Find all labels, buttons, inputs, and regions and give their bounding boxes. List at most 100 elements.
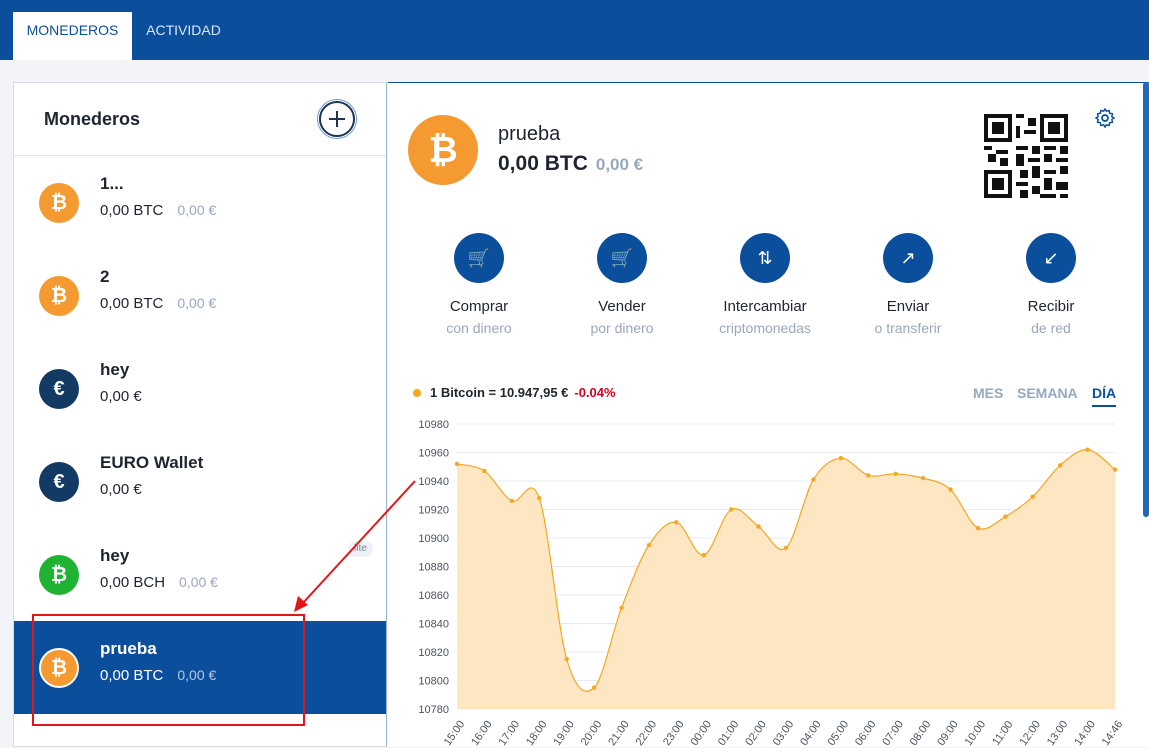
lite-badge: lite <box>348 541 373 557</box>
action-label: Intercambiar <box>723 298 807 315</box>
action-sublabel: criptomonedas <box>719 320 811 336</box>
sell-action[interactable]: 🛒 Vender por dinero <box>552 233 692 336</box>
price-legend: 1 Bitcoin = 10.947,95 € -0.04% <box>430 385 616 400</box>
data-point <box>1085 447 1090 452</box>
data-point <box>920 475 926 481</box>
data-point <box>564 656 569 662</box>
data-point <box>975 525 981 531</box>
tab-actividad[interactable]: ACTIVIDAD <box>146 22 221 38</box>
x-tick-label: 00:00 <box>688 719 714 748</box>
x-tick-label: 14:00 <box>1072 719 1098 748</box>
wallet-fiat: 0,00 € <box>177 667 217 683</box>
receive-arrow-icon[interactable]: ↙ <box>1026 233 1076 283</box>
data-point <box>591 685 597 690</box>
tab-monederos[interactable]: MONEDEROS <box>13 12 132 60</box>
wallet-balance: 0,00 BTC 0,00 € <box>100 295 217 312</box>
wallet-item[interactable]: € hey 0,00 € <box>14 342 386 435</box>
exchange-action[interactable]: ⇅ Intercambiar criptomonedas <box>695 233 835 336</box>
data-point <box>783 545 789 551</box>
data-point <box>509 498 515 504</box>
wallet-item-selected[interactable]: ₿ prueba 0,00 BTC 0,00 € <box>14 621 386 714</box>
wallet-fiat-main: 0,00 € <box>595 155 644 174</box>
send-action[interactable]: ↗ Enviar o transferir <box>838 233 978 336</box>
data-point <box>948 487 953 492</box>
x-tick-label: 23:00 <box>661 719 687 748</box>
action-label: Comprar <box>449 298 509 315</box>
chart-area-fill <box>457 449 1115 709</box>
scrollbar[interactable] <box>1143 82 1149 517</box>
price-change: -0.04% <box>574 385 616 400</box>
action-sublabel: con dinero <box>446 320 512 336</box>
x-tick-label: 18:00 <box>524 719 550 748</box>
wallet-title: prueba <box>498 123 561 145</box>
data-point <box>893 471 898 477</box>
data-point <box>1030 494 1035 499</box>
add-wallet-button[interactable] <box>317 99 357 139</box>
y-tick-label: 10920 <box>418 505 449 517</box>
wallet-sidebar: Monederos ₿ 1... 0,00 BTC 0,00 € ₿ 2 0,00… <box>13 82 387 747</box>
send-arrow-icon[interactable]: ↗ <box>883 233 933 283</box>
y-tick-label: 10980 <box>418 419 449 431</box>
bitcoin-icon: ₿ <box>39 276 79 316</box>
bitcoin-icon: ₿ <box>408 115 478 185</box>
range-dia-button[interactable]: DÍA <box>1092 385 1117 407</box>
action-sublabel: o transferir <box>874 320 942 336</box>
wallet-name: 1... <box>100 174 124 193</box>
data-point <box>756 524 761 529</box>
wallet-fiat: 0,00 € <box>179 574 218 590</box>
data-point <box>674 520 679 525</box>
x-tick-label: 04:00 <box>798 719 824 748</box>
x-tick-label: 10:00 <box>963 719 989 748</box>
price-chart: 10780 10800 10820 10840 10860 10880 10900 10920… <box>418 419 1126 748</box>
wallet-balance: 0,00 € <box>100 481 142 498</box>
wallet-item[interactable]: ₿ 2 0,00 BTC 0,00 € <box>14 249 386 342</box>
y-tick-label: 10840 <box>418 619 449 631</box>
x-tick-label: 22:00 <box>634 719 660 748</box>
x-tick-label: 08:00 <box>908 719 934 748</box>
cart-in-icon[interactable]: 🛒 <box>454 233 504 283</box>
swap-icon[interactable]: ⇅ <box>740 233 790 283</box>
x-tick-label: 15:00 <box>442 719 468 748</box>
cart-out-icon[interactable]: 🛒 <box>597 233 647 283</box>
data-point <box>619 605 624 611</box>
wallet-fiat: 0,00 € <box>177 295 217 311</box>
qr-code-icon[interactable] <box>984 114 1068 198</box>
price-legend-dot <box>413 389 421 397</box>
wallet-balance: 0,00 BTC 0,00 € <box>100 202 217 219</box>
receive-action[interactable]: ↙ Recibir de red <box>981 233 1121 336</box>
buy-action[interactable]: 🛒 Comprar con dinero <box>409 233 549 336</box>
x-tick-label: 02:00 <box>743 719 769 748</box>
wallet-item[interactable]: ₿ hey 0,00 BCH 0,00 € <box>14 528 386 621</box>
x-tick-label: 14:46 <box>1100 719 1126 748</box>
data-point <box>728 507 734 512</box>
action-label: Enviar <box>886 298 930 315</box>
divider <box>14 155 386 156</box>
x-tick-label: 09:00 <box>935 719 961 748</box>
x-tick-label: 06:00 <box>853 719 879 748</box>
wallet-item[interactable]: ₿ 1... 0,00 BTC 0,00 € <box>14 156 386 249</box>
euro-icon: € <box>39 369 79 409</box>
range-semana-button[interactable]: SEMANA <box>1017 385 1078 401</box>
bitcoin-icon: ₿ <box>39 183 79 223</box>
range-mes-button[interactable]: MES <box>973 385 1004 401</box>
data-point <box>838 456 844 461</box>
bitcoin-icon: ₿ <box>39 648 79 688</box>
wallet-name: hey <box>100 360 130 379</box>
x-tick-label: 16:00 <box>469 719 495 748</box>
wallet-item[interactable]: € EURO Wallet 0,00 € <box>14 435 386 528</box>
wallet-balance: 0,00 BTC 0,00 € <box>100 667 217 684</box>
y-tick-label: 10780 <box>418 704 449 716</box>
y-tick-label: 10880 <box>418 562 449 574</box>
wallet-balance: 0,00 BCH 0,00 € <box>100 574 218 591</box>
y-tick-label: 10940 <box>418 476 449 488</box>
data-point <box>1003 514 1008 519</box>
series-line <box>456 449 1116 692</box>
x-tick-label: 07:00 <box>880 719 906 748</box>
y-tick-label: 10800 <box>418 676 449 688</box>
wallet-name: EURO Wallet <box>100 453 204 472</box>
euro-icon: € <box>39 462 79 502</box>
x-tick-label: 05:00 <box>826 719 852 748</box>
y-tick-label: 10900 <box>418 533 449 545</box>
data-point <box>1112 467 1118 472</box>
settings-gear-icon[interactable] <box>1094 107 1116 129</box>
